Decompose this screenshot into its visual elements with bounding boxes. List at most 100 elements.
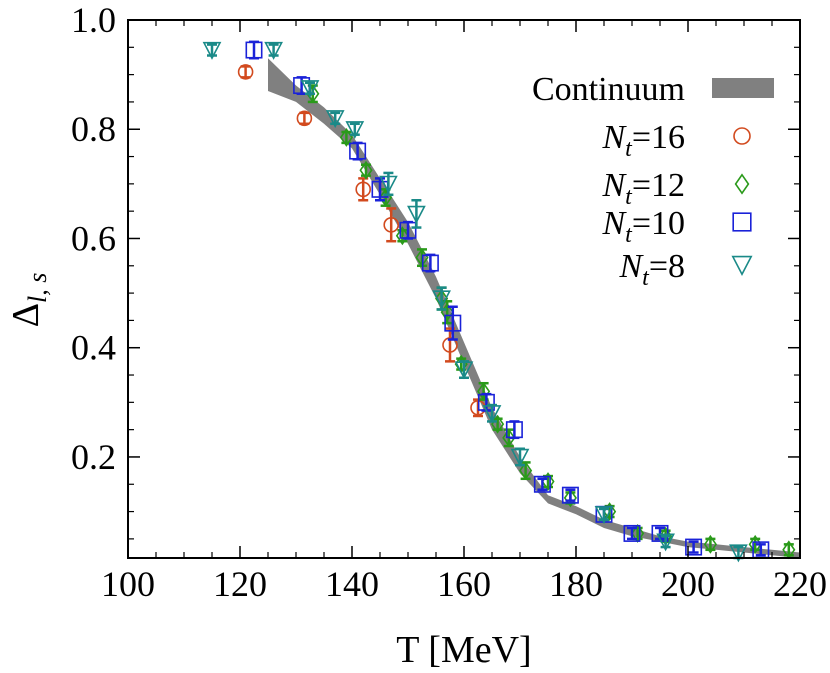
data-point [300, 80, 320, 99]
error-bar [627, 526, 637, 541]
legend-marker [731, 255, 753, 276]
y-tick-label: 1.0 [71, 0, 116, 40]
data-point [345, 121, 365, 140]
data-point [383, 217, 400, 233]
y-axis-title: Δl, s [5, 273, 52, 328]
data-point [349, 142, 367, 160]
legend-entry: Nt=12 [601, 167, 750, 210]
data-point [202, 41, 222, 60]
error-bar [783, 543, 794, 557]
data-point [510, 448, 530, 467]
y-axis-title-sub: l, s [23, 273, 52, 303]
error-bar [660, 534, 671, 549]
error-bar [330, 111, 341, 126]
data-point [685, 538, 703, 556]
data-point [379, 175, 398, 194]
continuum-band [268, 58, 800, 558]
data-point [296, 110, 313, 127]
continuum-band-layer [268, 58, 800, 558]
y-tick-label: 0.2 [71, 437, 116, 477]
legend-label: Continuum [532, 71, 685, 108]
error-bar [599, 507, 609, 522]
data-point [359, 160, 373, 180]
data-point [264, 41, 283, 60]
legend-label: Nt=12 [601, 167, 685, 210]
legend-entry: Continuum [532, 71, 774, 108]
x-tick-label: 180 [549, 564, 603, 604]
data-point [729, 544, 748, 563]
data-point [444, 314, 462, 332]
y-tick-label: 0.8 [71, 109, 116, 149]
error-bar [688, 540, 699, 554]
x-tick-label: 220 [773, 564, 827, 604]
error-bar [268, 43, 279, 57]
legend-entry: Nt=10 [601, 205, 752, 248]
data-point [399, 221, 417, 239]
data-point [703, 534, 717, 554]
error-bar [240, 65, 251, 79]
data-point [623, 524, 641, 542]
y-tick-label: 0.4 [71, 328, 116, 368]
error-bar [299, 111, 310, 126]
data-point [245, 41, 263, 59]
x-tick-label: 100 [101, 564, 155, 604]
error-bar [349, 122, 360, 136]
data-point [656, 533, 675, 552]
x-tick-label: 160 [437, 564, 491, 604]
error-bar [361, 163, 371, 177]
x-tick-label: 140 [325, 564, 379, 604]
data-point [237, 64, 254, 80]
x-axis-title: T [MeV] [396, 629, 531, 671]
legend-entry: Nt=16 [601, 119, 751, 162]
data-point [651, 524, 669, 542]
error-bar [207, 43, 217, 57]
error-bar [755, 543, 766, 557]
x-tick-label: 120 [213, 564, 267, 604]
data-point [407, 205, 426, 224]
legend-marker [733, 127, 751, 145]
legend-marker [732, 212, 752, 232]
error-bar [447, 305, 458, 341]
legend-entry: Nt=8 [618, 248, 753, 291]
data-point [477, 381, 491, 401]
error-bar [386, 207, 397, 243]
series-circle [237, 64, 486, 418]
error-bar [249, 40, 259, 60]
data-point [482, 405, 502, 424]
legend-marker [734, 173, 750, 195]
plot-frame [127, 19, 801, 559]
error-bar [565, 488, 576, 502]
y-tick-label: 0.6 [71, 218, 116, 258]
legend-label: Nt=8 [618, 248, 685, 291]
legend-label: Nt=10 [601, 205, 685, 248]
x-tick-label: 200 [661, 564, 715, 604]
error-bar [750, 537, 761, 552]
series-triangle-down [202, 41, 748, 563]
legend-band-swatch [712, 78, 774, 98]
error-bar [537, 477, 548, 491]
axis-ticks-layer: 100 120 140 160 180 200 220 0.2 0.4 0.6 0.8 1.0 [71, 0, 827, 604]
data-point [421, 254, 439, 272]
data-point [519, 461, 533, 481]
series-square [245, 40, 770, 559]
data-point [563, 488, 577, 508]
data-point [561, 486, 579, 504]
error-bar [305, 81, 315, 95]
data-point [533, 475, 551, 493]
data-point [432, 290, 451, 309]
data-point [454, 361, 474, 380]
error-bar [397, 229, 408, 243]
legend-label: Nt=16 [601, 119, 685, 162]
data-point [442, 337, 458, 353]
y-axis-title-main: Δ [5, 303, 47, 327]
data-point [325, 110, 345, 129]
data-point [502, 428, 516, 448]
error-bar [705, 537, 716, 552]
data-point [594, 506, 614, 525]
data-point [355, 181, 372, 198]
data-points-layer [202, 40, 796, 563]
data-point [395, 226, 409, 246]
data-point [505, 421, 523, 439]
